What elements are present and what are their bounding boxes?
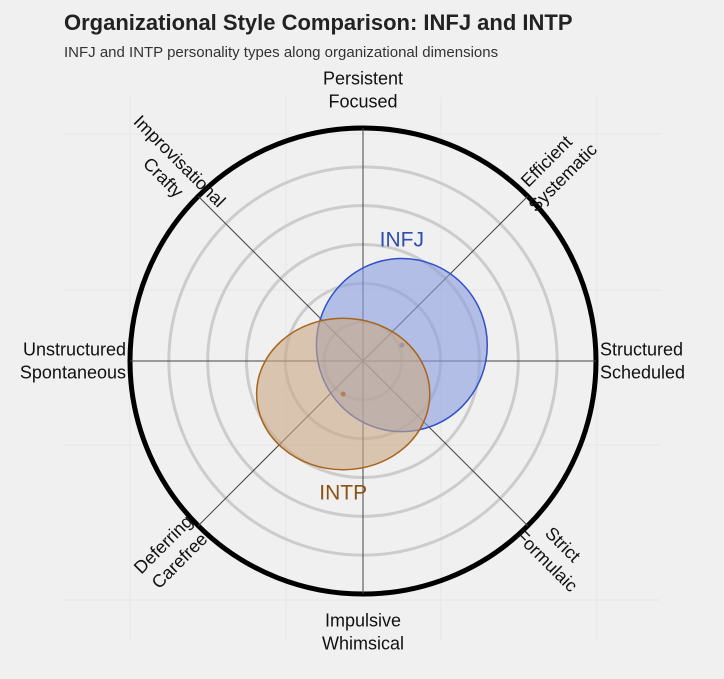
chart-title: Organizational Style Comparison: INFJ an… <box>64 10 573 35</box>
axis-label-line: Focused <box>328 92 397 112</box>
series-layer: INFJ INTP <box>255 228 489 505</box>
axis-label-line: Whimsical <box>322 634 404 654</box>
chart-subtitle: INFJ and INTP personality types along or… <box>64 44 499 61</box>
axis-label-line: Scheduled <box>600 363 685 383</box>
series-center-intp <box>340 391 346 397</box>
series-label-infj: INFJ <box>380 228 424 251</box>
axis-label-line: Impulsive <box>325 611 401 631</box>
axis-label-line: Spontaneous <box>20 363 126 383</box>
axis-label: Impulsive Whimsical <box>322 611 404 654</box>
series-label-intp: INTP <box>319 482 367 505</box>
axis-label: Unstructured Spontaneous <box>20 340 126 383</box>
axis-label: Persistent Focused <box>323 69 403 112</box>
axis-label: Structured Scheduled <box>600 340 685 383</box>
axis-label-line: Persistent <box>323 69 403 89</box>
axis-label-line: Unstructured <box>23 340 126 360</box>
axis-label-line: Structured <box>600 340 683 360</box>
